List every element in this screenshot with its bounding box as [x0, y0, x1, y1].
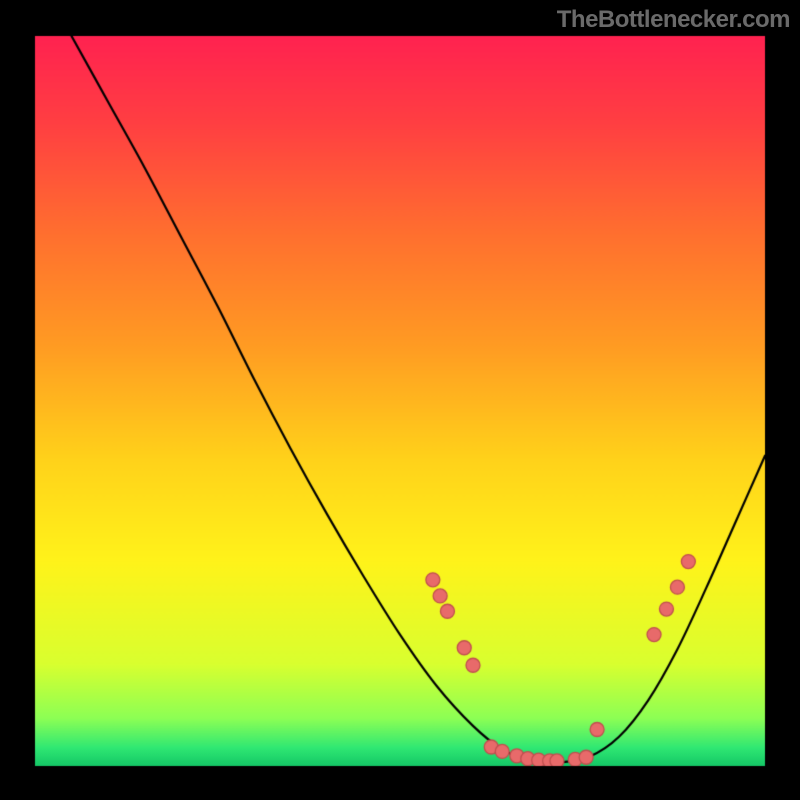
bottleneck-chart: [0, 0, 800, 800]
watermark-text: TheBottlenecker.com: [557, 6, 790, 34]
